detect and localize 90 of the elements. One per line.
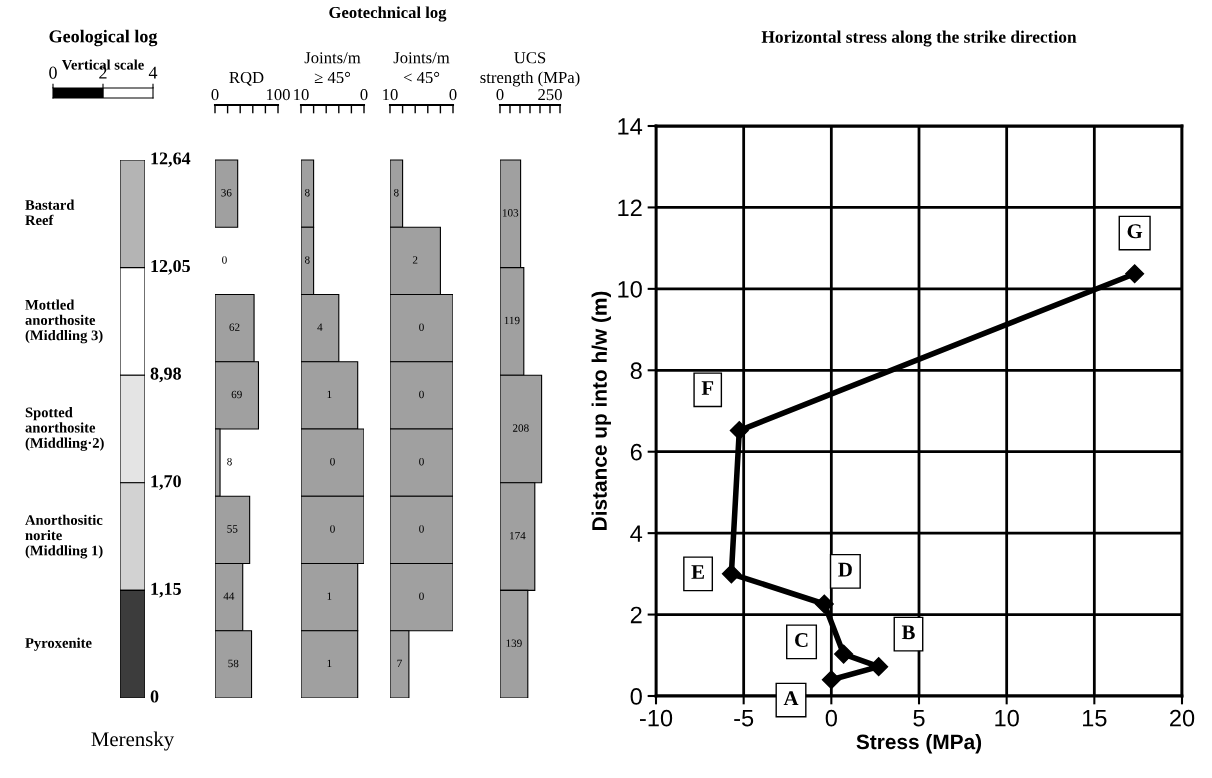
text: Merensky (91, 731, 175, 751)
x-axis-title: Stress (MPa) (856, 733, 982, 754)
annotation: C (795, 633, 808, 648)
x-tick-label: 10 (383, 88, 398, 101)
x-tick-label: 10 (995, 709, 1019, 727)
point (821, 670, 841, 690)
data-label: 8 (304, 256, 310, 264)
category-label: Bastard Reef (25, 199, 75, 226)
text: Geotechnical log (329, 6, 447, 22)
x-tick-label: 0 (211, 88, 219, 101)
x-tick-label: -5 (734, 710, 754, 727)
data-label: 139 (506, 639, 522, 647)
data-label: 62 (229, 323, 240, 331)
x-axis-title: RQD (229, 71, 264, 86)
x-tick-label: 0 (360, 88, 368, 101)
data-label: 0 (330, 457, 335, 466)
text: 12,64 (151, 152, 191, 168)
bar (215, 159, 239, 228)
annotation: B (901, 625, 915, 640)
data-label: 0 (419, 390, 424, 399)
x-tick-label: 4 (148, 66, 158, 79)
point (834, 644, 854, 664)
data-label: 2 (412, 256, 418, 264)
x-tick-label: 5 (913, 710, 925, 727)
y-axis-title: Distance up into h/w (m) (591, 291, 611, 530)
x-tick-label: 10 (294, 88, 309, 101)
category-label: Anorthositic norite (Middling 1) (25, 514, 103, 559)
data-label: 1 (327, 659, 332, 668)
x-tick-label: 100 (266, 88, 290, 101)
data-label: 0 (419, 323, 424, 331)
category-label: Mottled anorthosite (Middling 3) (25, 299, 103, 344)
category-label: Pyroxenite (25, 637, 92, 651)
data-label: 58 (228, 659, 239, 668)
x-tick-label: -10 (639, 709, 673, 727)
point (729, 421, 749, 441)
data-label: 44 (223, 592, 235, 600)
data-label: 55 (227, 525, 238, 533)
data-label: 1 (327, 390, 332, 399)
x-tick-label: 0 (449, 88, 457, 101)
x-tick-label: 250 (538, 88, 562, 101)
y-tick-label: 6 (630, 443, 642, 461)
data-label: 0 (419, 457, 424, 466)
y-tick-label: 4 (630, 525, 643, 542)
data-label: 8 (227, 457, 232, 466)
text: 12,05 (151, 259, 190, 275)
data-label: 0 (419, 592, 424, 600)
data-label: 119 (504, 316, 520, 325)
annotation: D (838, 562, 852, 577)
data-label: 0 (222, 256, 227, 264)
x-tick-label: 15 (1083, 710, 1107, 727)
x-axis-title: Joints/m ≥ 45° (304, 52, 361, 84)
point (721, 564, 741, 584)
x-axis-title: UCS strength (MPa) (480, 52, 580, 87)
category-label: Spotted anorthosite (Middling·2) (25, 407, 104, 451)
data-label: 1 (327, 592, 332, 600)
text: 0 (150, 690, 159, 703)
point (869, 657, 889, 677)
data-label: 7 (397, 659, 402, 668)
text: 8,98 (150, 367, 181, 383)
data-label: 0 (330, 525, 335, 533)
data-label: 8 (304, 188, 310, 197)
text: 1,70 (151, 475, 181, 490)
x-axis-title: Joints/m < 45° (393, 52, 450, 84)
y-tick-label: 2 (630, 606, 642, 624)
data-label: 208 (512, 424, 529, 432)
point (1125, 264, 1145, 284)
annotation: E (691, 565, 704, 579)
x-tick-label: 0 (825, 709, 837, 727)
text: Geological log (49, 29, 158, 47)
y-tick-label: 0 (630, 688, 642, 705)
data-label: 103 (502, 209, 519, 217)
x-tick-label: 0 (49, 66, 57, 79)
y-tick-label: 8 (630, 362, 642, 380)
data-label: 36 (221, 188, 232, 197)
annotation: F (701, 381, 714, 395)
chart-title: Horizontal stress along the strike direction (761, 30, 1077, 47)
data-label: 69 (231, 390, 242, 399)
y-tick-label: 10 (618, 280, 642, 298)
text: 1,15 (151, 582, 181, 598)
annotation: G (1127, 224, 1143, 239)
y-tick-label: 14 (618, 118, 643, 135)
data-label: 174 (510, 531, 526, 540)
x-tick-label: 0 (496, 88, 504, 101)
x-tick-label: 20 (1170, 709, 1195, 727)
data-label: 4 (317, 323, 323, 331)
point (814, 594, 834, 614)
data-label: 0 (419, 525, 424, 533)
data-label: 8 (393, 188, 399, 197)
y-tick-label: 12 (618, 199, 642, 216)
annotation: A (783, 691, 799, 706)
